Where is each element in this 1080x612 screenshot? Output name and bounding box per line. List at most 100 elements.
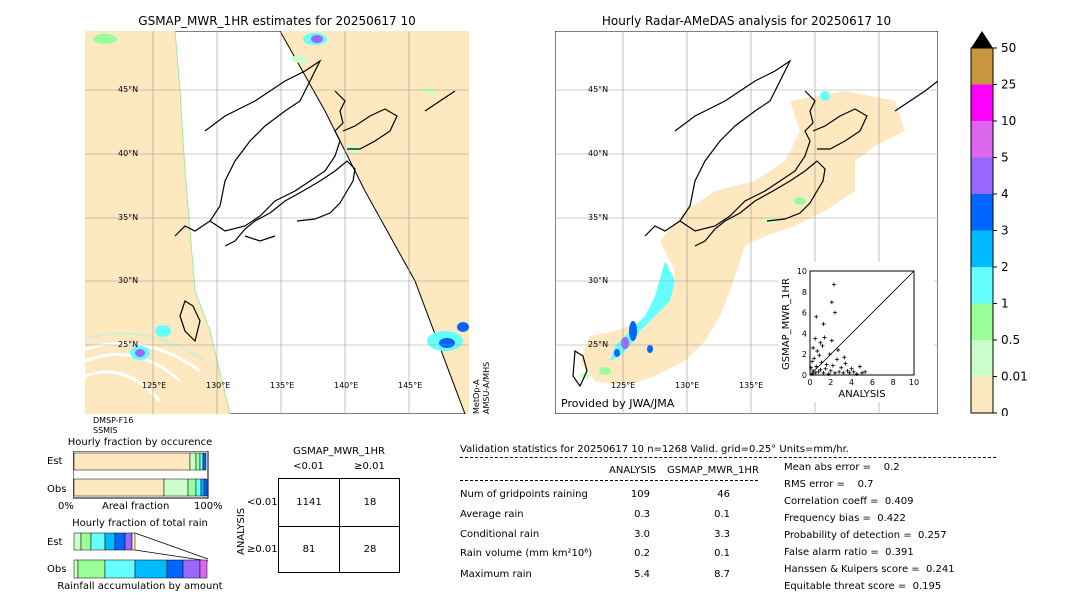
- left-lat-25: 25°N: [118, 340, 139, 349]
- colorbar-segment: [971, 303, 993, 340]
- contingency-cell-11: 28: [363, 544, 377, 555]
- scatter-point: [835, 357, 840, 362]
- colorbar-label: 25: [1001, 78, 1016, 92]
- right-lon-135: 135°E: [739, 381, 764, 390]
- colorbar-label: 2: [1001, 260, 1009, 274]
- scatter-point: [827, 352, 832, 357]
- scatter-point: [829, 300, 834, 305]
- validation-row-est: 0.1: [714, 509, 730, 520]
- scatter-point: [839, 365, 844, 370]
- right-coverage: [580, 91, 905, 386]
- scatter-xlabel: ANALYSIS: [838, 389, 886, 400]
- colorbar-segment: [971, 267, 993, 304]
- right-lat-25: 25°N: [588, 340, 609, 349]
- scatter-diagonal: [809, 270, 915, 376]
- left-sensor-line2: SSMIS: [93, 426, 118, 435]
- frac-occ-x-mid: Areal fraction: [102, 501, 170, 512]
- scatter-point: [854, 371, 859, 376]
- contingency-cell-01: 18: [363, 497, 377, 508]
- scatter-point: [847, 370, 852, 375]
- scatter-point: [822, 335, 827, 340]
- left-map-title: GSMAP_MWR_1HR estimates for 20250617 10: [138, 14, 416, 28]
- contingency-row-ge: ≥0.01: [247, 544, 278, 555]
- right-sensor-line1: MetOp-A: [472, 379, 481, 414]
- colorbar-segment: [971, 194, 993, 231]
- scatter-x-tick: 0: [807, 378, 812, 387]
- scatter-point: [857, 364, 862, 369]
- score-ets: Equitable threat score = 0.195: [784, 581, 942, 592]
- colorbar-label: 4: [1001, 187, 1009, 201]
- score-pod: Probability of detection = 0.257: [784, 530, 947, 541]
- score-hk: Hanssen & Kuipers score = 0.241: [784, 564, 955, 575]
- scatter-point: [818, 340, 823, 345]
- scatter-y-tick: 10: [797, 267, 807, 276]
- right-map-credit: Provided by JWA/JMA: [561, 397, 675, 410]
- colorbar-label: 1: [1001, 297, 1009, 311]
- scatter-point: [821, 370, 826, 375]
- scatter-point: [824, 362, 829, 367]
- left-lon-145: 145°E: [398, 381, 423, 390]
- frac-tot-title: Hourly fraction of total rain: [72, 518, 208, 529]
- frac-occ-title: Hourly fraction by occurence: [67, 437, 213, 448]
- contingency-grid: 1141 18 81 28: [278, 478, 400, 573]
- colorbar-segment: [971, 230, 993, 267]
- validation-header: Validation statistics for 20250617 10 n=…: [460, 444, 849, 455]
- colorbar-segment: [971, 48, 993, 85]
- contingency-cell-00: 1141: [296, 497, 322, 508]
- right-lat-40: 40°N: [588, 149, 609, 158]
- left-swath-west: [85, 31, 230, 414]
- colorbar-segment: [971, 157, 993, 194]
- validation-row-label: Num of gridpoints raining: [460, 489, 588, 500]
- scatter-point: [832, 310, 837, 315]
- validation-row-analysis: 5.4: [634, 569, 650, 580]
- contingency-title: GSMAP_MWR_1HR: [293, 446, 385, 457]
- scatter-ylabel: GSMAP_MWR_1HR: [781, 278, 792, 370]
- right-map-title: Hourly Radar-AMeDAS analysis for 2025061…: [601, 14, 892, 28]
- colorbar-label: 10: [1001, 114, 1016, 128]
- score-freq-bias: Frequency bias = 0.422: [784, 513, 906, 524]
- scatter-point: [809, 365, 814, 370]
- right-lon-125: 125°E: [611, 381, 636, 390]
- right-lon-130: 130°E: [675, 381, 700, 390]
- scatter-point: [821, 322, 826, 327]
- right-sensor-label: MetOp-A AMSU-A/MHS: [472, 362, 492, 414]
- scatter-x-tick: 6: [870, 378, 875, 387]
- scatter-point: [836, 348, 841, 353]
- scatter-point: [823, 366, 828, 371]
- validation-row-analysis: 109: [630, 489, 650, 500]
- scatter-point: [810, 359, 815, 364]
- left-sensor-line1: DMSP-F16: [93, 416, 134, 425]
- scatter-y-tick: 8: [802, 288, 807, 297]
- score-far: False alarm ratio = 0.391: [784, 547, 914, 558]
- scatter-point: [826, 371, 831, 376]
- scatter-point: [819, 360, 824, 365]
- scatter-point: [814, 364, 819, 369]
- validation-header-rule: [460, 457, 996, 458]
- left-lon-135: 135°E: [270, 381, 295, 390]
- left-lon-140: 140°E: [334, 381, 359, 390]
- frac-occ-row-obs: Obs: [47, 484, 67, 495]
- scatter-point: [851, 369, 856, 374]
- colorbar-label: 50: [1001, 41, 1016, 55]
- contingency-col-lt: <0.01: [293, 461, 324, 472]
- right-lat-45: 45°N: [588, 85, 609, 94]
- validation-row-label: Rain volume (mm km²10⁶): [460, 548, 593, 559]
- colorbar: 50 25 10 5 4 3 2 1 0.5 0.01 0: [970, 31, 1028, 416]
- validation-row-est: 8.7: [714, 569, 730, 580]
- contingency-cell-10: 81: [302, 544, 316, 555]
- validation-row-est: 46: [717, 489, 730, 500]
- colorbar-segment: [971, 84, 993, 121]
- scatter-point: [860, 370, 864, 375]
- colorbar-label: 0.01: [1001, 370, 1028, 384]
- left-lat-35: 35°N: [118, 213, 139, 222]
- validation-row-label: Average rain: [460, 509, 524, 520]
- scatter-point: [810, 371, 815, 376]
- frac-occ-x-right: 100%: [194, 501, 223, 512]
- frac-tot-row-obs: Obs: [47, 564, 67, 575]
- left-lon-130: 130°E: [206, 381, 231, 390]
- scatter-point: [832, 370, 837, 375]
- scatter-point: [837, 369, 842, 374]
- contingency-row-axis: ANALYSIS: [236, 507, 247, 555]
- validation-row-est: 0.1: [714, 548, 730, 559]
- scatter-point: [818, 367, 823, 372]
